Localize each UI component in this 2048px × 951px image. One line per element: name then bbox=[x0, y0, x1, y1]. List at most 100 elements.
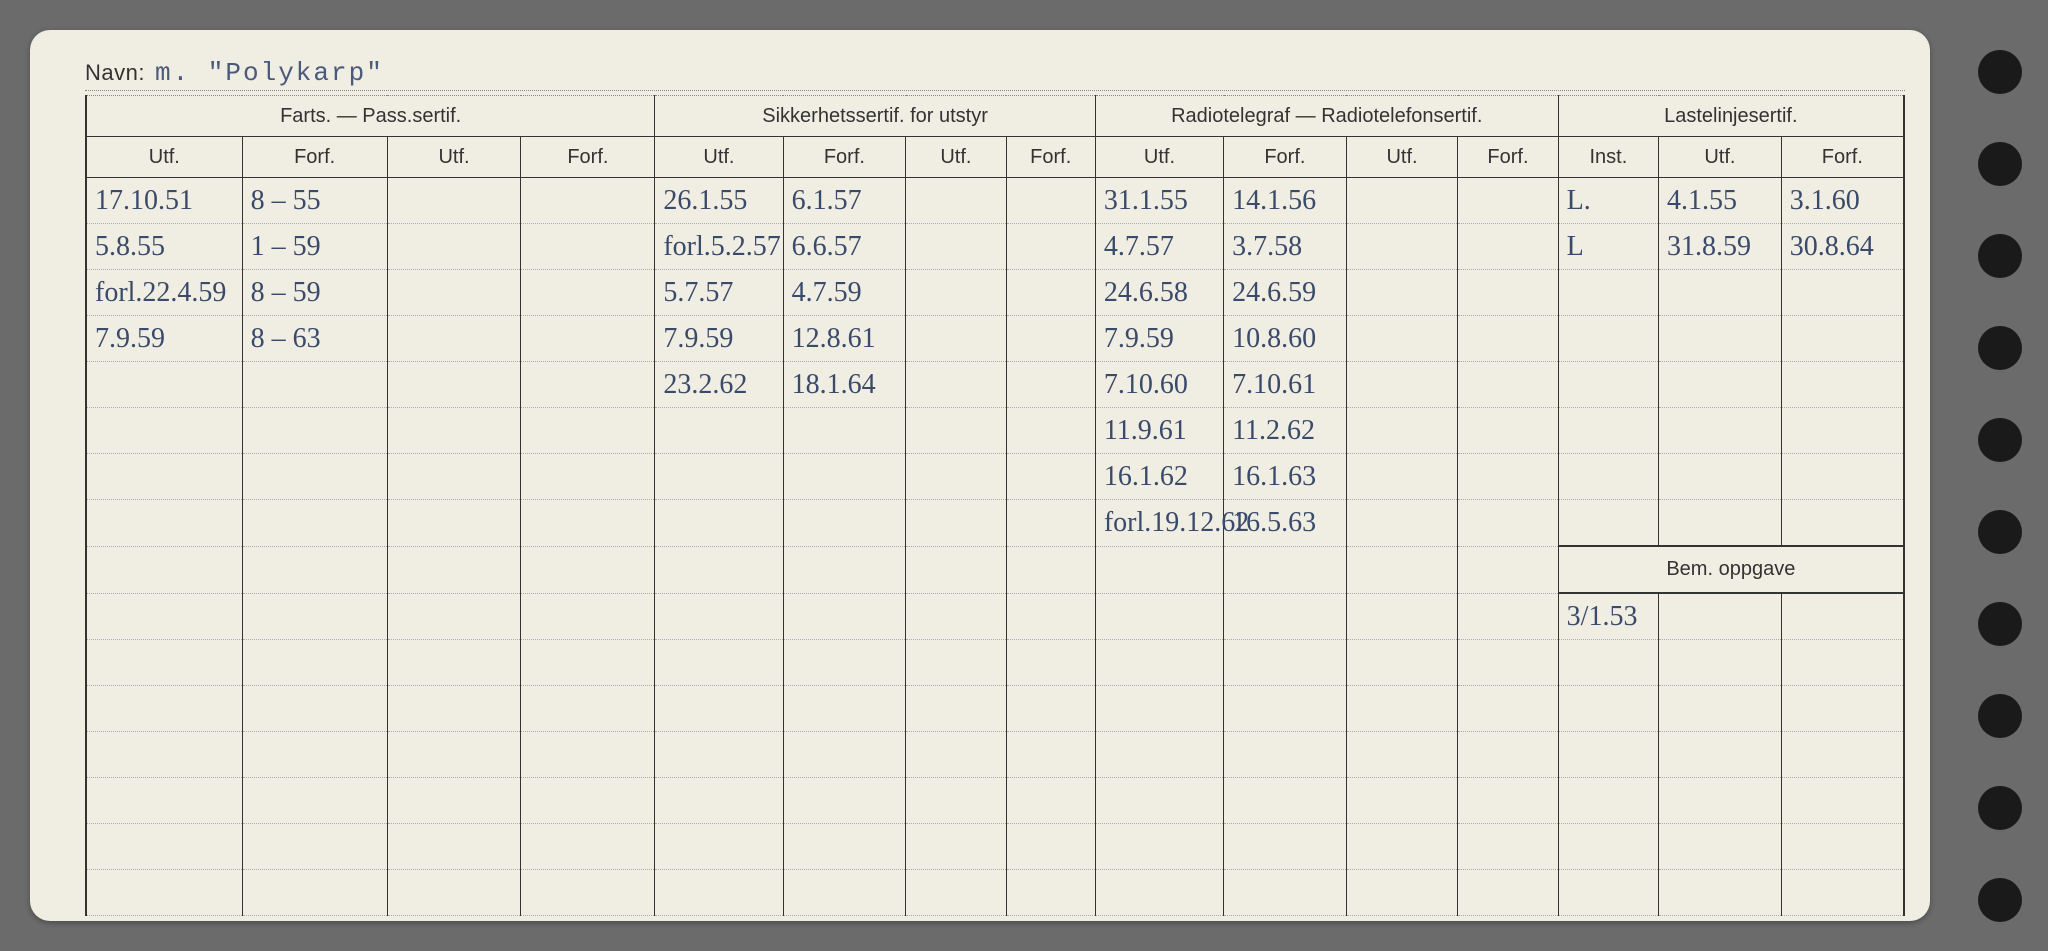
table-row: 5.8.551 – 59forl.5.2.576.6.574.7.573.7.5… bbox=[86, 224, 1904, 270]
table-row bbox=[86, 686, 1904, 732]
table-cell: 4.7.59 bbox=[783, 270, 906, 316]
table-cell bbox=[1224, 686, 1347, 732]
table-cell: forl.19.12.62 bbox=[1095, 500, 1223, 547]
table-cell bbox=[1006, 546, 1095, 593]
table-cell bbox=[387, 593, 521, 640]
table-cell bbox=[242, 408, 387, 454]
table-cell: 3/1.53 bbox=[1558, 593, 1658, 640]
table-cell bbox=[1346, 316, 1458, 362]
table-cell bbox=[1006, 593, 1095, 640]
table-cell bbox=[387, 778, 521, 824]
table-cell bbox=[1781, 316, 1904, 362]
sub-forf: Forf. bbox=[783, 137, 906, 178]
table-cell bbox=[86, 824, 242, 870]
table-row: 7.9.598 – 637.9.5912.8.617.9.5910.8.60 bbox=[86, 316, 1904, 362]
table-cell bbox=[1006, 270, 1095, 316]
hole bbox=[1978, 786, 2022, 830]
table-cell bbox=[1095, 824, 1223, 870]
sub-utf: Utf. bbox=[86, 137, 242, 178]
table-cell: 11.9.61 bbox=[1095, 408, 1223, 454]
table-cell bbox=[521, 270, 655, 316]
table-cell bbox=[521, 778, 655, 824]
table-cell bbox=[1659, 362, 1782, 408]
table-cell bbox=[1346, 824, 1458, 870]
table-cell bbox=[1558, 686, 1658, 732]
table-cell bbox=[86, 362, 242, 408]
table-row bbox=[86, 778, 1904, 824]
hole bbox=[1978, 878, 2022, 922]
table-cell bbox=[1458, 454, 1558, 500]
table-cell: 24.6.59 bbox=[1224, 270, 1347, 316]
table-cell bbox=[1458, 870, 1558, 916]
table-cell bbox=[906, 178, 1006, 224]
table-cell: 7.9.59 bbox=[655, 316, 783, 362]
table-cell bbox=[783, 593, 906, 640]
index-card: Navn: m. "Polykarp" Farts. — Pass.sertif… bbox=[30, 30, 1930, 921]
table-cell bbox=[521, 686, 655, 732]
table-cell bbox=[1006, 362, 1095, 408]
table-cell bbox=[1458, 640, 1558, 686]
sub-utf: Utf. bbox=[1659, 137, 1782, 178]
table-cell bbox=[906, 640, 1006, 686]
table-cell bbox=[242, 640, 387, 686]
table-cell bbox=[655, 732, 783, 778]
table-cell bbox=[1558, 870, 1658, 916]
table-row: 3/1.53 bbox=[86, 593, 1904, 640]
table-cell: 23.2.62 bbox=[655, 362, 783, 408]
table-cell: 10.8.60 bbox=[1224, 316, 1347, 362]
sub-utf: Utf. bbox=[906, 137, 1006, 178]
table-cell bbox=[1346, 224, 1458, 270]
table-cell bbox=[1781, 732, 1904, 778]
table-cell: 7.9.59 bbox=[86, 316, 242, 362]
sub-forf: Forf. bbox=[1458, 137, 1558, 178]
table-cell bbox=[1659, 778, 1782, 824]
bem-header: Bem. oppgave bbox=[1558, 546, 1904, 593]
table-cell: 8 – 55 bbox=[242, 178, 387, 224]
table-cell bbox=[1659, 686, 1782, 732]
table-cell bbox=[783, 454, 906, 500]
table-cell bbox=[242, 870, 387, 916]
table-cell: 18.1.64 bbox=[783, 362, 906, 408]
table-cell bbox=[1346, 686, 1458, 732]
sub-forf: Forf. bbox=[1224, 137, 1347, 178]
table-cell bbox=[906, 870, 1006, 916]
table-cell: 31.1.55 bbox=[1095, 178, 1223, 224]
table-cell bbox=[906, 362, 1006, 408]
table-cell bbox=[783, 408, 906, 454]
header-radio: Radiotelegraf — Radiotelefonsertif. bbox=[1095, 96, 1558, 137]
table-cell bbox=[906, 732, 1006, 778]
table-row: 17.10.518 – 5526.1.556.1.5731.1.5514.1.5… bbox=[86, 178, 1904, 224]
table-cell bbox=[783, 870, 906, 916]
table-cell bbox=[1224, 824, 1347, 870]
table-cell bbox=[655, 824, 783, 870]
table-cell bbox=[387, 640, 521, 686]
table-cell bbox=[521, 546, 655, 593]
table-cell bbox=[1458, 732, 1558, 778]
navn-label: Navn: bbox=[85, 60, 145, 90]
table-cell bbox=[1558, 316, 1658, 362]
table-row bbox=[86, 870, 1904, 916]
table-cell bbox=[521, 593, 655, 640]
table-cell bbox=[655, 778, 783, 824]
table-cell bbox=[1659, 454, 1782, 500]
table-cell: 16.1.62 bbox=[1095, 454, 1223, 500]
table-cell bbox=[1558, 500, 1658, 547]
group-header-row: Farts. — Pass.sertif. Sikkerhetssertif. … bbox=[86, 96, 1904, 137]
table-cell bbox=[242, 593, 387, 640]
sub-utf: Utf. bbox=[1095, 137, 1223, 178]
table-cell bbox=[521, 640, 655, 686]
table-cell: 17.10.51 bbox=[86, 178, 242, 224]
table-cell bbox=[783, 546, 906, 593]
table-cell: forl.22.4.59 bbox=[86, 270, 242, 316]
table-cell bbox=[1346, 454, 1458, 500]
table-cell bbox=[1006, 224, 1095, 270]
table-cell bbox=[1458, 686, 1558, 732]
table-cell bbox=[1659, 593, 1782, 640]
table-row bbox=[86, 640, 1904, 686]
table-row: 16.1.6216.1.63 bbox=[86, 454, 1904, 500]
table-cell bbox=[86, 546, 242, 593]
table-cell: L bbox=[1558, 224, 1658, 270]
table-cell bbox=[906, 408, 1006, 454]
hole bbox=[1978, 418, 2022, 462]
table-cell: 12.8.61 bbox=[783, 316, 906, 362]
